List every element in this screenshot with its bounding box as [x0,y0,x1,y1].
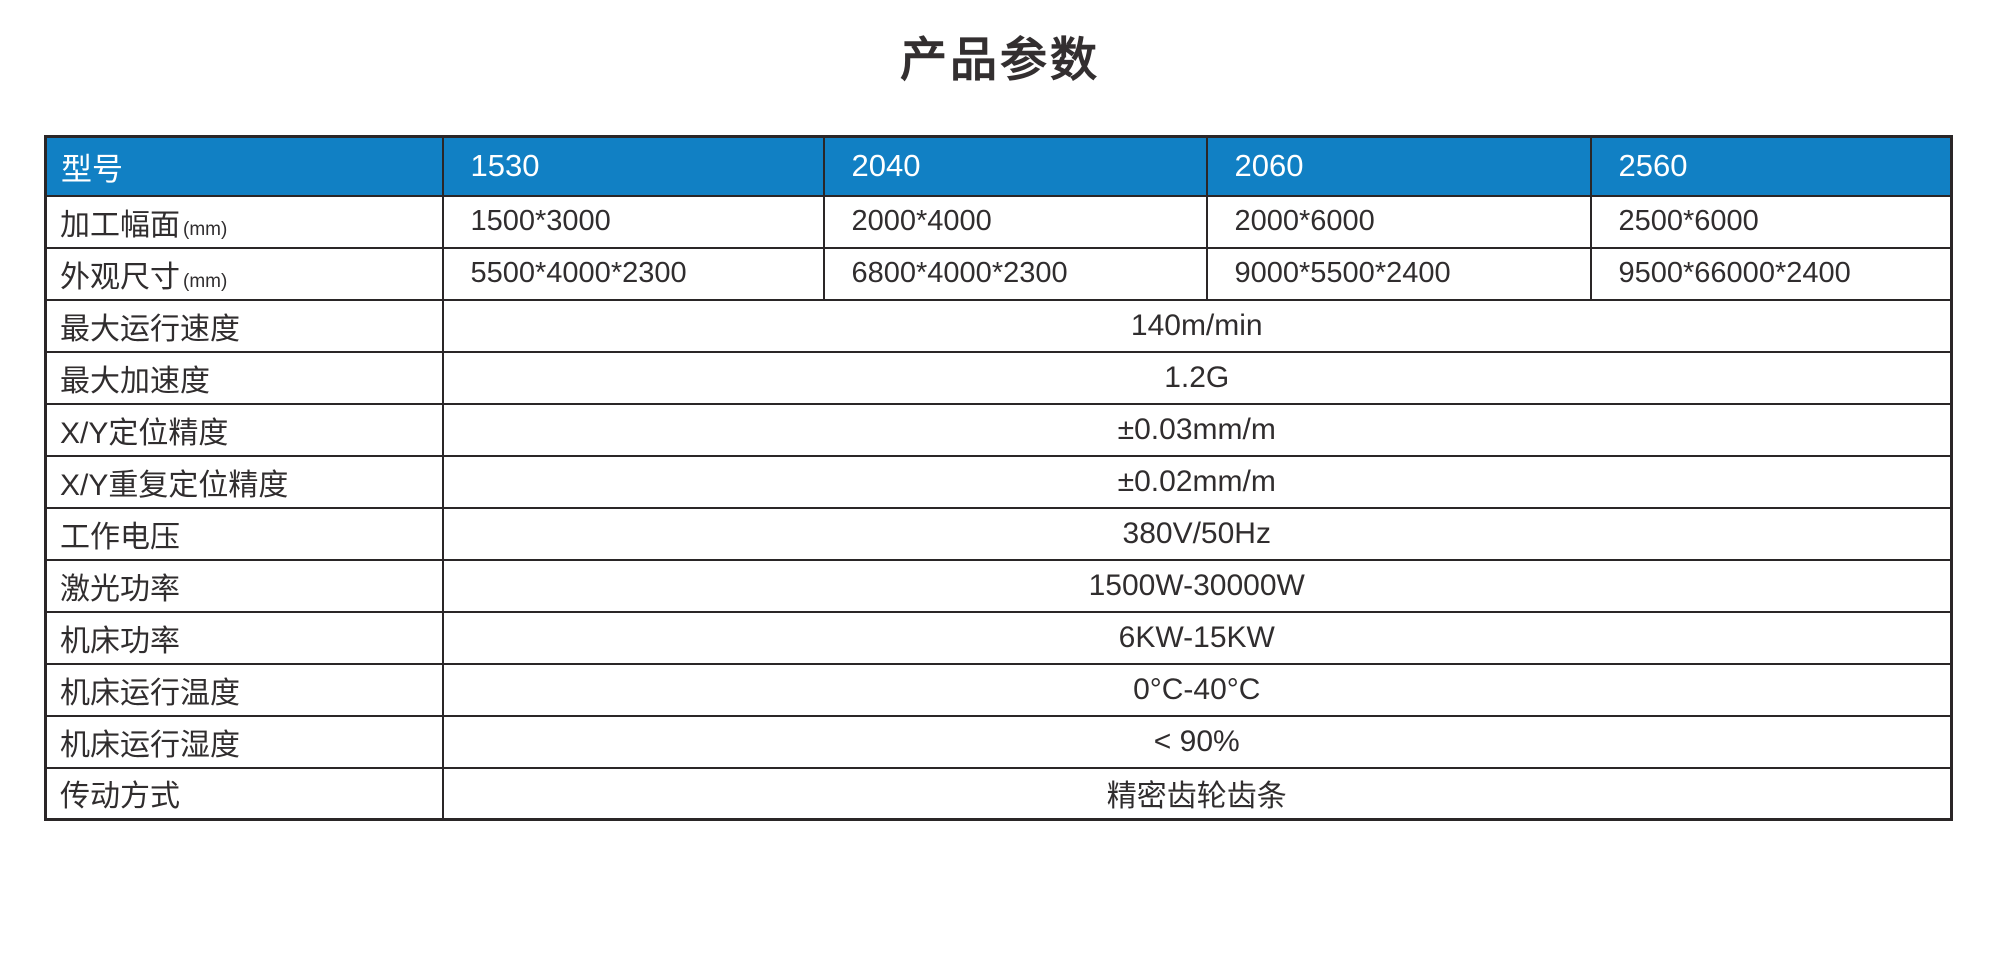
merged-value-cell: 6KW-15KW [441,610,1953,665]
header-model-2060: 2060 [1205,135,1592,197]
table-row: 机床功率 6KW-15KW [44,610,1953,665]
value-cell: 2000*6000 [1205,194,1592,249]
row-label-text: 加工幅面 [60,208,180,242]
table-row: 最大加速度 1.2G [44,350,1953,405]
row-label: X/Y重复定位精度 [44,454,444,509]
merged-value-cell: 精密齿轮齿条 [441,766,1953,821]
row-label: 加工幅面 (mm) [44,194,444,249]
header-model-1530: 1530 [441,135,825,197]
table-row: 工作电压 380V/50Hz [44,506,1953,561]
header-model-2560: 2560 [1589,135,1953,197]
value-cell: 2500*6000 [1589,194,1953,249]
table-row: 最大运行速度 140m/min [44,298,1953,353]
merged-value-cell: 380V/50Hz [441,506,1953,561]
value-cell: 6800*4000*2300 [822,246,1208,301]
row-label: 工作电压 [44,506,444,561]
row-label: 机床运行湿度 [44,714,444,769]
product-parameters-page: 产品参数 型号 1530 2040 2060 2560 加工幅面 (mm) 1500*300… [0,32,2000,821]
merged-value-cell: 1.2G [441,350,1953,405]
table-row: X/Y重复定位精度 ±0.02mm/m [44,454,1953,509]
header-model-2040: 2040 [822,135,1208,197]
row-label: 最大运行速度 [44,298,444,353]
table-row: 传动方式 精密齿轮齿条 [44,766,1953,821]
table-row: 机床运行温度 0°C-40°C [44,662,1953,717]
row-label-text: 外观尺寸 [60,260,180,294]
table-row: 外观尺寸 (mm) 5500*4000*2300 6800*4000*2300 9000… [44,246,1953,301]
value-cell: 2000*4000 [822,194,1208,249]
row-label: 最大加速度 [44,350,444,405]
unit-suffix: (mm) [183,218,228,240]
table-row: 激光功率 1500W-30000W [44,558,1953,613]
table-row: X/Y定位精度 ±0.03mm/m [44,402,1953,457]
header-model-column-label: 型号 [44,135,444,197]
row-label: X/Y定位精度 [44,402,444,457]
row-label: 外观尺寸 (mm) [44,246,444,301]
row-label: 机床功率 [44,610,444,665]
table-header-row: 型号 1530 2040 2060 2560 [44,135,1953,197]
merged-value-cell: 1500W-30000W [441,558,1953,613]
merged-value-cell: 140m/min [441,298,1953,353]
value-cell: 1500*3000 [441,194,825,249]
row-label: 激光功率 [44,558,444,613]
value-cell: 5500*4000*2300 [441,246,825,301]
unit-suffix: (mm) [183,270,228,292]
merged-value-cell: 0°C-40°C [441,662,1953,717]
product-parameters-table: 型号 1530 2040 2060 2560 加工幅面 (mm) 1500*3000 2000… [44,135,1953,821]
merged-value-cell: ±0.03mm/m [441,402,1953,457]
table-body: 加工幅面 (mm) 1500*3000 2000*4000 2000*6000 2500*… [44,194,1953,821]
value-cell: 9500*66000*2400 [1589,246,1953,301]
row-label: 机床运行温度 [44,662,444,717]
merged-value-cell: < 90% [441,714,1953,769]
row-label: 传动方式 [44,766,444,821]
page-title: 产品参数 [900,33,1100,86]
merged-value-cell: ±0.02mm/m [441,454,1953,509]
value-cell: 9000*5500*2400 [1205,246,1592,301]
table-row: 机床运行湿度 < 90% [44,714,1953,769]
table-row: 加工幅面 (mm) 1500*3000 2000*4000 2000*6000 2500*… [44,194,1953,249]
